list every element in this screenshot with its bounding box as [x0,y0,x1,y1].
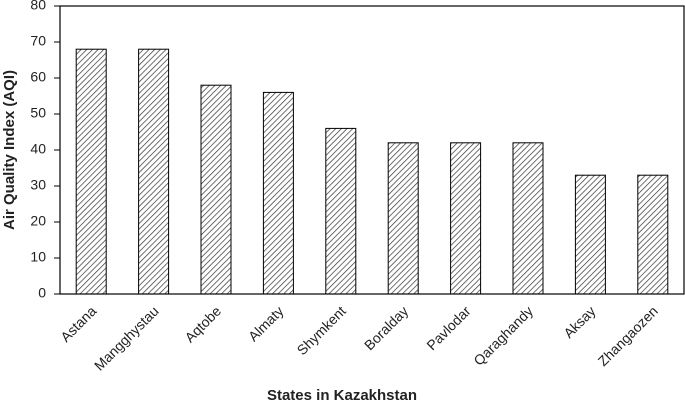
y-tick-label: 30 [30,177,46,193]
bar [75,48,107,295]
x-tick-label: Mangghystau [91,303,162,374]
bar [512,142,544,295]
y-tick-label: 0 [38,285,46,301]
x-tick-label: Almaty [245,303,287,345]
y-tick-label: 20 [30,213,46,229]
x-tick-label: Qaraghandy [470,303,536,369]
bar [138,48,170,295]
x-tick-label: Astana [57,303,99,345]
bar [325,127,357,295]
x-axis-title: States in Kazakhstan [267,387,417,404]
y-axis-title: Air Quality Index (AQI) [1,70,18,230]
y-tick-label: 70 [30,33,46,49]
plot-frame [59,5,685,295]
bar [450,142,482,295]
x-tick-label: Aksay [560,303,598,341]
y-tick-label: 10 [30,249,46,265]
bar [574,174,606,295]
y-tick-label: 50 [30,105,46,121]
x-tick-label: Boralday [361,303,411,353]
x-tick-label: Aqtobe [181,303,224,346]
bar [637,174,669,295]
y-tick-label: 40 [30,141,46,157]
bar [200,84,232,295]
bar [262,91,294,295]
x-tick-label: Zhangaozen [595,303,661,369]
x-tick-label: Pavlodar [423,303,474,354]
y-tick-label: 60 [30,69,46,85]
y-tick-label: 80 [30,0,46,13]
x-tick-label: Shymkent [294,303,349,358]
bar [387,142,419,295]
